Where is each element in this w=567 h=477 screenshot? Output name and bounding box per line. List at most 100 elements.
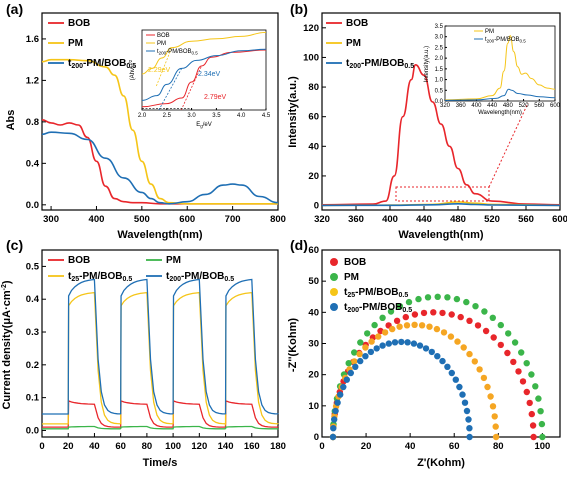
y-tick-label: 0.0 [26, 200, 39, 211]
data-point [511, 339, 519, 346]
data-point [347, 369, 354, 377]
x-tick-label: 160 [244, 441, 260, 452]
y-tick-label: 1.2 [26, 75, 39, 86]
data-point [379, 342, 386, 349]
data-point [492, 423, 499, 430]
data-point [371, 321, 378, 329]
series-line-t200-pm-bob0-5 [41, 131, 279, 205]
legend-bob: BOB [68, 255, 90, 266]
y-tick-label: 100 [303, 52, 319, 63]
y-tick-label: 0.4 [26, 158, 40, 169]
data-point [424, 294, 432, 301]
x-tick-label: 120 [191, 441, 207, 452]
data-point [398, 338, 405, 346]
tangent-line [180, 65, 202, 111]
data-point [448, 369, 455, 377]
data-point [331, 416, 338, 423]
legend-bob: BOB [68, 18, 90, 29]
inset-b-yticks: 0.0 0.5 1.0 1.5 2.0 2.5 3.0 3.5 [435, 24, 447, 105]
data-point [329, 433, 337, 441]
x-tick-label: 60 [449, 441, 460, 452]
data-point [484, 383, 491, 391]
data-point [529, 422, 537, 429]
series-line-bob [41, 119, 278, 205]
inset-series-red [141, 49, 267, 108]
panel-d-ylabel: -Z''(Kohm) [287, 318, 299, 372]
x-tick-label: 500 [134, 214, 150, 225]
inset-x-tick-label: 560 [534, 103, 545, 109]
legend-t25: t25-PM/BOB0.5 [344, 287, 408, 299]
data-point [368, 338, 375, 345]
x-tick-label: 520 [484, 214, 500, 225]
y-tick-label: 0 [314, 432, 319, 443]
legend-t25: t25-PM/BOB0.5 [68, 271, 132, 283]
annotation-bob-gap: 2.79eV [204, 94, 227, 101]
x-tick-label: 700 [225, 214, 241, 225]
data-point [440, 329, 448, 336]
x-tick-label: 800 [270, 214, 286, 225]
data-point [490, 334, 497, 341]
panel-d-series [329, 293, 546, 441]
panel-b-frame [321, 12, 561, 211]
data-point [387, 308, 395, 315]
legend-pm: PM [166, 255, 181, 266]
data-point [404, 339, 411, 346]
panel-a-frame [41, 12, 279, 211]
x-tick-label: 400 [89, 214, 105, 225]
x-tick-label: 480 [450, 214, 466, 225]
series-line-bob [42, 399, 279, 430]
y-tick-label: 0.1 [26, 393, 40, 404]
inset-x-tick-label: 440 [487, 103, 498, 109]
panel-c-label: (c) [6, 237, 23, 253]
data-point [463, 298, 470, 306]
data-point [410, 340, 418, 347]
inset-b-xlabel: Wavelength(nm) [478, 110, 522, 116]
data-point [461, 399, 469, 406]
x-tick-label: 320 [314, 214, 330, 225]
data-point [439, 309, 446, 317]
data-point [523, 360, 530, 367]
inset-y-tick-label: 1.0 [435, 78, 444, 84]
x-tick-label: 600 [552, 214, 567, 225]
inset-b-series [444, 35, 556, 101]
data-point [476, 366, 483, 373]
data-point [375, 333, 382, 340]
inset-x-tick-label: 3.5 [212, 113, 221, 119]
data-point [418, 322, 426, 329]
legend-marker-t200 [330, 303, 338, 311]
data-point [433, 325, 441, 333]
data-point [411, 311, 419, 318]
data-point [481, 308, 488, 315]
x-tick-label: 600 [179, 214, 195, 225]
data-point [530, 433, 537, 441]
data-point [428, 348, 435, 356]
y-tick-label: 50 [308, 276, 319, 287]
series-line-t200-pm-bob0-5 [42, 278, 279, 415]
data-point [472, 303, 479, 310]
data-point [411, 321, 418, 328]
data-point [505, 330, 512, 337]
data-point [492, 433, 500, 441]
panel-a-yticks: 0.0 0.4 0.8 1.2 1.6 [26, 34, 46, 211]
panel-b-ylabel: Intensity(a.u.) [287, 76, 299, 148]
data-point [537, 408, 544, 415]
data-point [491, 413, 498, 420]
inset-legend-pm: PM [157, 41, 166, 47]
panel-a-legend: BOB PM t200-PM/BOB0.5 [48, 18, 136, 70]
inset-x-tick-label: 2.0 [138, 113, 147, 119]
inset-a-series [141, 31, 267, 111]
inset-y-tick-label: 1.5 [435, 67, 444, 73]
x-tick-label: 40 [89, 441, 100, 452]
y-tick-label: 40 [308, 307, 319, 318]
data-point [497, 321, 504, 329]
panel-d-xlabel: Z'(Kohm) [417, 457, 465, 469]
inset-series-blue [141, 48, 267, 101]
data-point [396, 323, 403, 330]
data-point [434, 293, 441, 300]
data-point [367, 348, 375, 356]
x-tick-label: 80 [493, 441, 504, 452]
panel-a-label: (a) [6, 1, 23, 17]
data-point [489, 314, 496, 321]
data-point [362, 344, 369, 351]
inset-legend-t200: t200-PM/BOB0.5 [485, 37, 526, 44]
